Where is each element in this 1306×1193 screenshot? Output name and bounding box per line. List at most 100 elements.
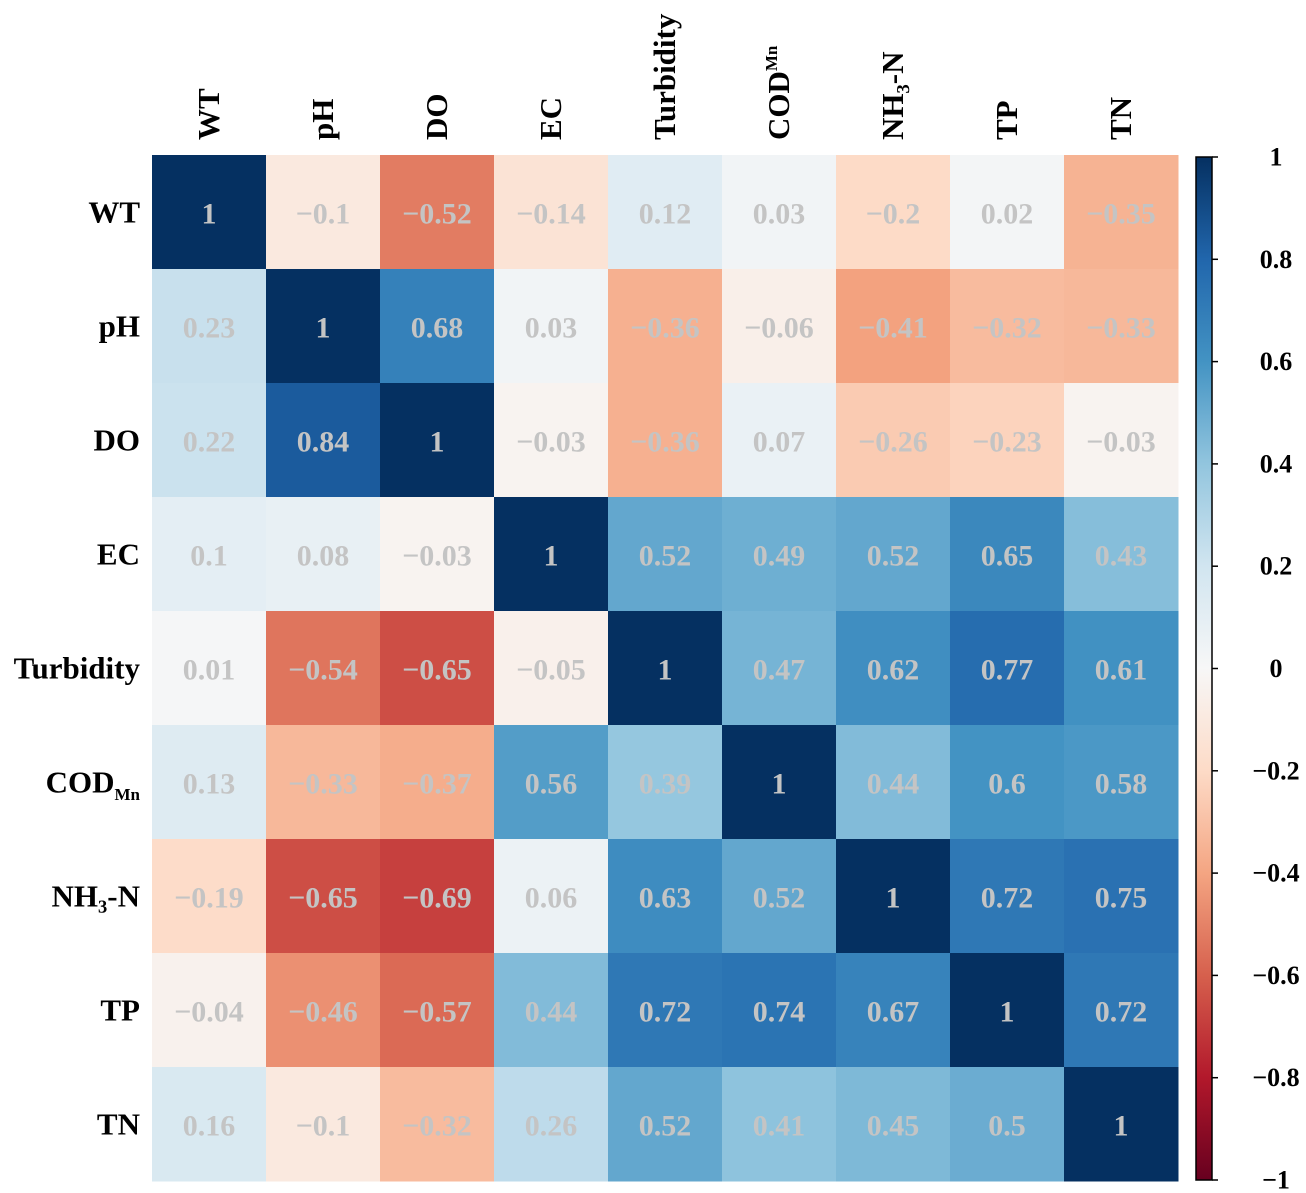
cell-rect [152,155,267,270]
cell-value-label: −0.33 [288,768,358,801]
heatmap-cell: −0.54 [266,611,381,726]
cell-value-label: −0.23 [972,426,1042,459]
cell-value-label: 1 [202,198,217,231]
column-label: TP [989,100,1024,140]
heatmap-cell: −0.32 [380,1067,495,1182]
cell-rect [380,155,495,270]
cell-rect [836,269,951,384]
cell-rect [1064,269,1179,384]
cell-value-label: 0.56 [525,768,578,801]
cell-rect [836,839,951,954]
heatmap-cell: 0.12 [608,155,723,270]
heatmap-cell: 0.45 [836,1067,951,1182]
colorbar-tick-label: 0 [1270,654,1283,683]
heatmap-cell: −0.2 [836,155,951,270]
cell-value-label: −0.32 [972,312,1042,345]
heatmap-cell: 0.08 [266,497,381,612]
cell-rect [1064,383,1179,498]
heatmap-cell: 0.72 [950,839,1065,954]
colorbar-tick-label: 1 [1270,143,1283,172]
cell-rect [722,497,837,612]
heatmap-cell: −0.41 [836,269,951,384]
column-labels: WT pH DO EC Turbidity CODMn NH₃-N TP TN [191,13,1138,140]
cell-rect [266,497,381,612]
heatmap-cell: 0.77 [950,611,1065,726]
cell-value-label: −0.06 [744,312,814,345]
row-label: EC [97,537,140,572]
colorbar-tick-label: −0.6 [1252,961,1299,990]
cell-value-label: 0.13 [183,768,236,801]
cell-rect [494,269,609,384]
cell-rect [266,611,381,726]
heatmap-cell: 0.03 [722,155,837,270]
colorbar: 1 0.8 0.6 0.4 0.2 0 −0.2 −0.4 −0.6 −0.8 −1 [1195,143,1300,1193]
heatmap-cell: 0.07 [722,383,837,498]
row-label: TP [100,993,140,1028]
cell-value-label: 0.01 [183,654,236,687]
cell-value-label: 0.03 [753,198,806,231]
column-label: NH₃-N [875,51,910,140]
cell-value-label: 0.07 [753,426,806,459]
cell-rect [608,725,723,840]
heatmap-cell: 1 [950,953,1065,1068]
cell-value-label: 0.43 [1095,540,1148,573]
cell-rect [950,269,1065,384]
cell-rect [380,953,495,1068]
cell-value-label: 0.26 [525,1110,578,1143]
cell-rect [494,497,609,612]
cell-value-label: 0.06 [525,882,578,915]
cell-value-label: 0.16 [183,1110,236,1143]
cell-rect [836,725,951,840]
cell-value-label: 0.84 [297,426,350,459]
heatmap-cell: 0.84 [266,383,381,498]
cell-value-label: 0.62 [867,654,920,687]
heatmap-cell: −0.52 [380,155,495,270]
cell-rect [836,383,951,498]
cell-value-label: −0.36 [630,426,700,459]
cell-value-label: 1 [772,768,787,801]
heatmap-cell: −0.06 [722,269,837,384]
heatmap-cell: 0.23 [152,269,267,384]
colorbar-tick-label: −0.4 [1252,859,1299,888]
heatmap-cell: 0.68 [380,269,495,384]
cell-value-label: −0.65 [288,882,358,915]
cell-rect [608,839,723,954]
cell-value-label: 0.41 [753,1110,806,1143]
cell-value-label: 1 [658,654,673,687]
cell-value-label: 1 [886,882,901,915]
heatmap-cell: 1 [608,611,723,726]
cell-value-label: 0.22 [183,426,236,459]
cell-rect [1064,953,1179,1068]
cell-rect [1064,611,1179,726]
row-label: WT [88,195,140,230]
cell-rect [266,1067,381,1182]
cell-rect [380,725,495,840]
colorbar-tick-label: −0.2 [1252,756,1299,785]
colorbar-gradient [1195,156,1213,1181]
cell-value-label: 0.77 [981,654,1034,687]
heatmap-cell: 0.39 [608,725,723,840]
cell-value-label: −0.57 [402,996,472,1029]
heatmap-cell: 0.22 [152,383,267,498]
cell-rect [608,1067,723,1182]
cell-value-label: −0.2 [866,198,921,231]
cell-rect [152,839,267,954]
cell-value-label: −0.1 [296,198,351,231]
cell-rect [494,383,609,498]
cell-rect [836,155,951,270]
column-label: pH [305,99,340,140]
cell-rect [380,383,495,498]
row-label: pH [99,309,140,344]
heatmap-cell: −0.46 [266,953,381,1068]
heatmap-cell: 0.06 [494,839,609,954]
cell-rect [152,953,267,1068]
heatmap-cell: 0.01 [152,611,267,726]
row-labels: WT pH DO EC Turbidity CODMn NH₃-N TP TN [14,195,141,1142]
cell-rect [722,953,837,1068]
cell-rect [950,611,1065,726]
cell-value-label: 0.52 [867,540,920,573]
cell-rect [266,839,381,954]
cell-value-label: −0.41 [858,312,928,345]
cell-value-label: −0.35 [1086,198,1156,231]
